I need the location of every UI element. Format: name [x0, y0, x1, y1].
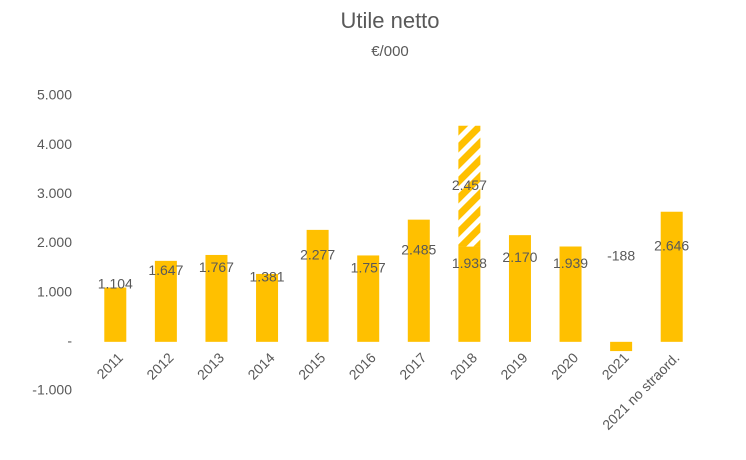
- y-tick-label: 1.000: [37, 283, 72, 299]
- bar: [660, 211, 683, 342]
- x-tick-label: 2018: [447, 349, 480, 382]
- data-label: 1.757: [351, 259, 386, 275]
- y-tick-label: 2.000: [37, 234, 72, 250]
- x-tick-label: 2020: [548, 349, 581, 382]
- data-label: 1.767: [199, 259, 234, 275]
- data-label: 2.170: [502, 249, 537, 265]
- bar: [458, 125, 481, 247]
- bar: [559, 246, 582, 342]
- x-tick-label: 2019: [497, 349, 530, 382]
- bar: [306, 229, 329, 342]
- bar: [610, 341, 633, 352]
- data-label: 2.457: [452, 177, 487, 193]
- x-tick-label: 2013: [194, 349, 227, 382]
- x-tick-label: 2016: [346, 349, 379, 382]
- data-label: 2.485: [401, 241, 436, 257]
- bar: [104, 287, 127, 342]
- data-label: 1.939: [553, 255, 588, 271]
- y-tick-label: 4.000: [37, 136, 72, 152]
- bar: [508, 235, 531, 342]
- y-tick-label: 5.000: [37, 87, 72, 103]
- data-label: 2.646: [654, 237, 689, 253]
- x-tick-label: 2017: [396, 349, 429, 382]
- data-label: -188: [607, 248, 635, 264]
- bar: [205, 254, 228, 342]
- bar: [256, 273, 279, 342]
- chart-subtitle: €/000: [371, 43, 409, 60]
- x-tick-label: 2015: [295, 349, 328, 382]
- data-label: 1.104: [98, 275, 133, 291]
- x-tick-label: 2021: [599, 349, 632, 382]
- y-tick-label: 3.000: [37, 185, 72, 201]
- y-tick-label: -: [67, 333, 72, 349]
- data-label: 2.277: [300, 247, 335, 263]
- x-tick-label: 2011: [93, 349, 126, 382]
- bar: [458, 246, 481, 342]
- data-label: 1.647: [148, 262, 183, 278]
- bar: [154, 260, 177, 342]
- data-label: 1.938: [452, 255, 487, 271]
- y-tick-label: -1.000: [32, 382, 72, 398]
- bar: [407, 219, 430, 342]
- x-tick-label: 2014: [244, 349, 277, 382]
- chart-title: Utile netto: [340, 8, 439, 33]
- x-tick-label: 2012: [143, 349, 176, 382]
- data-label: 1.381: [250, 269, 285, 285]
- bar: [357, 255, 380, 342]
